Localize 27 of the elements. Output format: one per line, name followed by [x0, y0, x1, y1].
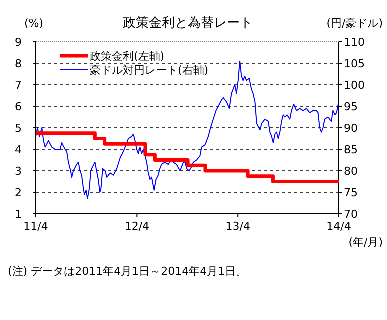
y2-tick-label: 80	[344, 165, 358, 178]
title: 政策金利と為替レート	[123, 16, 253, 31]
x-tick-label: 13/4	[226, 220, 250, 233]
x-tick-label: 11/4	[24, 220, 48, 233]
y2-tick-label: 75	[344, 186, 358, 200]
y-tick-label: 6	[15, 100, 22, 114]
y2-tick-label: 95	[344, 100, 358, 114]
y2-tick-label: 90	[344, 122, 358, 135]
annotation: (注) データは2011年4月1日～2014年4月1日。	[8, 265, 248, 278]
x-tick-label: 12/4	[124, 220, 150, 233]
y2-tick-label: 110	[344, 36, 365, 49]
y-tick-label: 8	[15, 58, 22, 70]
y2-tick-label: 85	[344, 144, 358, 156]
ylabel: (%)	[24, 17, 44, 30]
xlabel: (年/月)	[348, 236, 383, 249]
y2label: (円/豪ドル)	[326, 17, 383, 30]
y-tick-label: 4	[15, 144, 22, 156]
y-tick-label: 3	[15, 165, 22, 178]
y-tick-label: 1	[15, 208, 22, 221]
y2-tick-label: 70	[344, 208, 358, 221]
x-tick-label: 14/4	[326, 220, 352, 233]
y-tick-label: 2	[15, 186, 22, 200]
y-tick-label: 5	[15, 122, 22, 135]
y-tick-label: 9	[15, 36, 22, 49]
y2-tick-label: 105	[344, 58, 365, 70]
y2-tick-label: 100	[344, 79, 365, 92]
y-tick-label: 7	[15, 79, 22, 92]
